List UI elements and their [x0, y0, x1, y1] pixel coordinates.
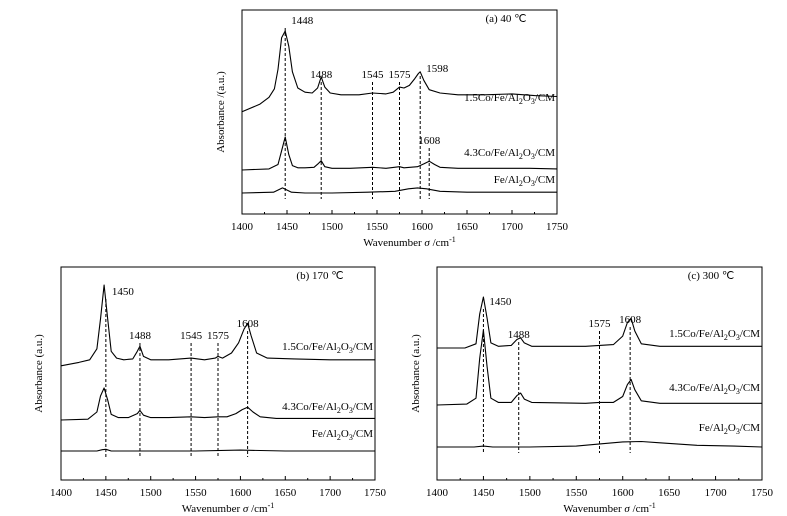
series-line-0 — [437, 296, 762, 349]
series-line-0 — [60, 284, 375, 367]
peak-annotation: 1450 — [112, 286, 135, 298]
peak-annotation: 1488 — [310, 69, 333, 81]
x-tick-label: 1450 — [95, 487, 118, 499]
x-tick-label: 1600 — [411, 221, 434, 233]
x-tick-label: 1600 — [229, 487, 252, 499]
x-tick-label: 1550 — [185, 487, 208, 499]
x-tick-label: 1400 — [50, 487, 73, 499]
x-tick-label: 1650 — [658, 487, 681, 499]
x-tick-label: 1750 — [546, 221, 569, 233]
x-tick-label: 1700 — [319, 487, 342, 499]
series-label: 1.5Co/Fe/Al2O3/CM — [464, 92, 555, 106]
panel-label: (b) 170 ℃ — [296, 270, 343, 282]
peak-annotation: 1575 — [207, 330, 230, 342]
series-label: Fe/Al2O3/CM — [699, 422, 760, 436]
panel-label: (a) 40 ℃ — [485, 13, 526, 25]
series-line-1 — [241, 136, 558, 171]
series-label: 4.3Co/Fe/Al2O3/CM — [464, 147, 555, 161]
x-tick-label: 1700 — [705, 487, 728, 499]
y-axis-label: Absorbance (a.u.) — [33, 334, 45, 413]
x-tick-label: 1550 — [565, 487, 588, 499]
x-axis-label: Wavenumber σ /cm-1 — [563, 501, 655, 515]
peak-annotation: 1450 — [489, 296, 512, 308]
series-line-1 — [60, 387, 375, 421]
x-tick-label: 1700 — [501, 221, 524, 233]
peak-annotation: 1575 — [389, 69, 412, 81]
x-tick-label: 1600 — [612, 487, 635, 499]
x-tick-label: 1650 — [456, 221, 479, 233]
x-tick-label: 1750 — [364, 487, 387, 499]
chart-panel-0: 1400 1450 1500 1550 1600 1650 1700 1750 1.5Co/Fe… — [215, 9, 569, 249]
x-tick-label: 1450 — [472, 487, 495, 499]
x-tick-label: 1750 — [751, 487, 774, 499]
series-line-0 — [241, 30, 558, 113]
y-axis-label: Absorbance (a.u.) — [410, 334, 422, 413]
series-line-2 — [437, 440, 763, 448]
x-axis-label: Wavenumber σ /cm-1 — [182, 501, 274, 515]
x-tick-label: 1650 — [274, 487, 297, 499]
series-label: 1.5Co/Fe/Al2O3/CM — [669, 328, 760, 342]
x-tick-label: 1450 — [276, 221, 299, 233]
x-tick-label: 1500 — [321, 221, 344, 233]
peak-annotation: 1448 — [291, 15, 314, 27]
y-axis-label: Absorbance /(a.u.) — [215, 71, 227, 153]
series-line-2 — [241, 187, 557, 194]
series-label: 1.5Co/Fe/Al2O3/CM — [282, 341, 373, 355]
x-tick-label: 1550 — [366, 221, 389, 233]
series-line-2 — [61, 448, 375, 452]
series-label: 4.3Co/Fe/Al2O3/CM — [669, 382, 760, 396]
series-label: Fe/Al2O3/CM — [312, 428, 373, 442]
peak-annotation: 1575 — [589, 318, 612, 330]
peak-annotation: 1608 — [418, 135, 441, 147]
x-tick-label: 1400 — [231, 221, 254, 233]
x-tick-label: 1500 — [519, 487, 542, 499]
series-line-1 — [436, 329, 762, 406]
peak-annotation: 1598 — [426, 63, 449, 75]
series-label: Fe/Al2O3/CM — [494, 174, 555, 188]
peak-annotation: 1608 — [619, 314, 642, 326]
x-tick-label: 1500 — [140, 487, 163, 499]
peak-annotation: 1488 — [129, 330, 152, 342]
x-tick-label: 1400 — [426, 487, 449, 499]
chart-panel-2: 1400 1450 1500 1550 1600 1650 1700 1750 1.5Co/Fe… — [410, 266, 774, 515]
peak-annotation: 1545 — [180, 330, 203, 342]
panel-label: (c) 300 ℃ — [688, 270, 735, 282]
chart-panel-1: 1400 1450 1500 1550 1600 1650 1700 1750 1.5Co/Fe… — [33, 266, 387, 515]
peak-annotation: 1488 — [508, 329, 531, 341]
peak-annotation: 1608 — [237, 318, 260, 330]
series-label: 4.3Co/Fe/Al2O3/CM — [282, 401, 373, 415]
peak-annotation: 1545 — [362, 69, 385, 81]
x-axis-label: Wavenumber σ /cm-1 — [363, 235, 455, 249]
